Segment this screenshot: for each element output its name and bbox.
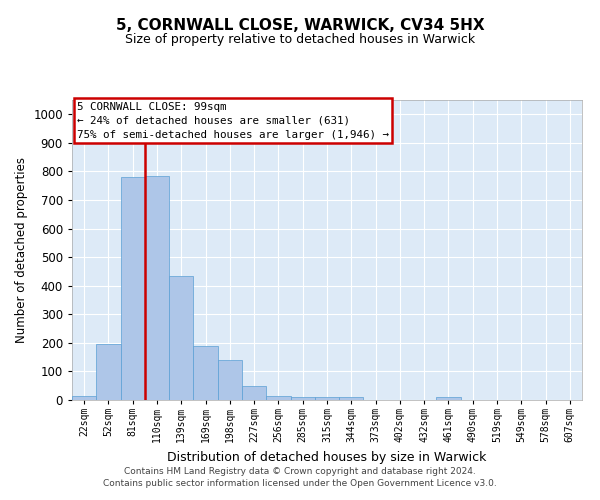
- Text: 5 CORNWALL CLOSE: 99sqm
← 24% of detached houses are smaller (631)
75% of semi-d: 5 CORNWALL CLOSE: 99sqm ← 24% of detache…: [77, 102, 389, 140]
- Bar: [315, 397, 339, 400]
- Bar: [266, 396, 290, 400]
- Bar: [218, 360, 242, 400]
- Bar: [339, 397, 364, 400]
- Text: Contains public sector information licensed under the Open Government Licence v3: Contains public sector information licen…: [103, 478, 497, 488]
- Bar: [242, 386, 266, 400]
- Text: Contains HM Land Registry data © Crown copyright and database right 2024.: Contains HM Land Registry data © Crown c…: [124, 467, 476, 476]
- Y-axis label: Number of detached properties: Number of detached properties: [15, 157, 28, 343]
- Bar: [169, 276, 193, 400]
- Bar: [290, 396, 315, 400]
- X-axis label: Distribution of detached houses by size in Warwick: Distribution of detached houses by size …: [167, 450, 487, 464]
- Bar: [96, 344, 121, 400]
- Bar: [121, 177, 145, 400]
- Bar: [436, 397, 461, 400]
- Bar: [72, 396, 96, 400]
- Bar: [193, 346, 218, 400]
- Text: Size of property relative to detached houses in Warwick: Size of property relative to detached ho…: [125, 32, 475, 46]
- Text: 5, CORNWALL CLOSE, WARWICK, CV34 5HX: 5, CORNWALL CLOSE, WARWICK, CV34 5HX: [116, 18, 484, 32]
- Bar: [145, 176, 169, 400]
